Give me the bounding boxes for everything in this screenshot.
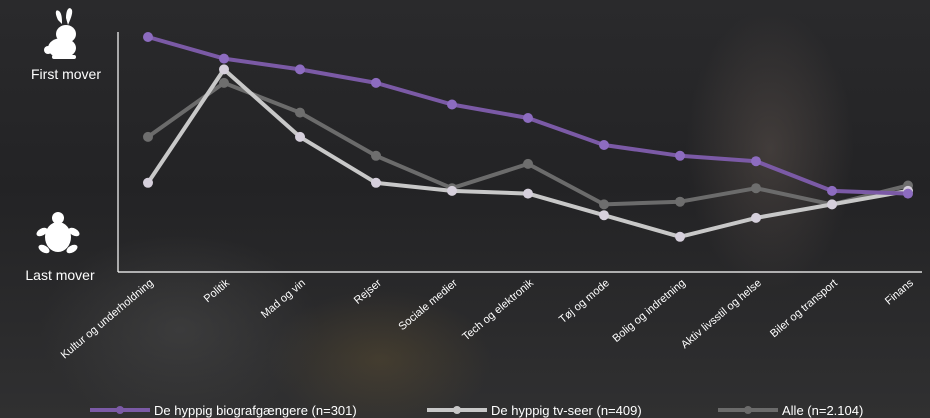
data-point	[143, 131, 153, 142]
legend: De hyppig biografgængere (n=301) De hyppi…	[90, 403, 863, 418]
data-point	[751, 212, 761, 223]
data-point	[371, 77, 381, 88]
data-point	[523, 113, 533, 123]
data-point	[675, 196, 685, 207]
y-label-top: First mover	[31, 66, 101, 82]
turtle-icon	[36, 212, 80, 254]
data-point	[219, 64, 229, 75]
legend-marker-2	[744, 406, 752, 414]
x-tick-label: Aktiv livsstil og helse	[679, 277, 764, 351]
data-point	[675, 150, 685, 161]
data-point	[219, 53, 229, 64]
x-tick-label: Kultur og underholdning	[59, 277, 156, 361]
x-tick-label: Mad og vin	[259, 277, 308, 321]
x-tick-label: Tech og elektronik	[460, 277, 536, 344]
series-line-1	[146, 67, 910, 239]
data-point	[751, 183, 761, 194]
data-point	[599, 210, 609, 221]
data-point	[295, 131, 305, 142]
x-tick-labels: Kultur og underholdning Politik Mad og vin…	[59, 277, 917, 362]
x-tick-label: Finans	[883, 277, 916, 308]
data-point	[143, 177, 153, 188]
x-tick-label: Politik	[202, 277, 233, 305]
data-point	[371, 177, 381, 188]
rabbit-icon	[44, 8, 76, 59]
data-point	[903, 188, 913, 199]
x-tick-label: Rejser	[352, 277, 384, 307]
data-point	[447, 185, 457, 196]
y-label-bottom: Last mover	[25, 267, 95, 283]
data-point	[295, 107, 305, 118]
x-tick-label: Bolig og indretning	[610, 277, 688, 345]
x-tick-label: Sociale medier	[396, 277, 460, 333]
data-point	[371, 150, 381, 161]
data-point	[447, 99, 457, 110]
data-point	[751, 156, 761, 167]
data-point	[295, 64, 305, 75]
x-tick-label: Biler og transport	[768, 277, 840, 340]
data-point	[219, 77, 229, 88]
data-point	[827, 199, 837, 210]
legend-label-0: De hyppig biografgængere (n=301)	[154, 403, 357, 418]
data-point	[827, 185, 837, 196]
legend-marker-0	[116, 406, 124, 414]
legend-label-1: De hyppig tv-seer (n=409)	[491, 403, 642, 418]
x-tick-label: Tøj og mode	[557, 277, 612, 326]
series-layer	[143, 32, 913, 242]
legend-marker-1	[453, 406, 461, 414]
data-point	[599, 140, 609, 150]
data-point	[675, 231, 685, 242]
data-point	[523, 158, 533, 169]
data-point	[523, 188, 533, 199]
data-point	[599, 199, 609, 210]
legend-label-2: Alle (n=2.104)	[782, 403, 863, 418]
data-point	[143, 32, 153, 42]
